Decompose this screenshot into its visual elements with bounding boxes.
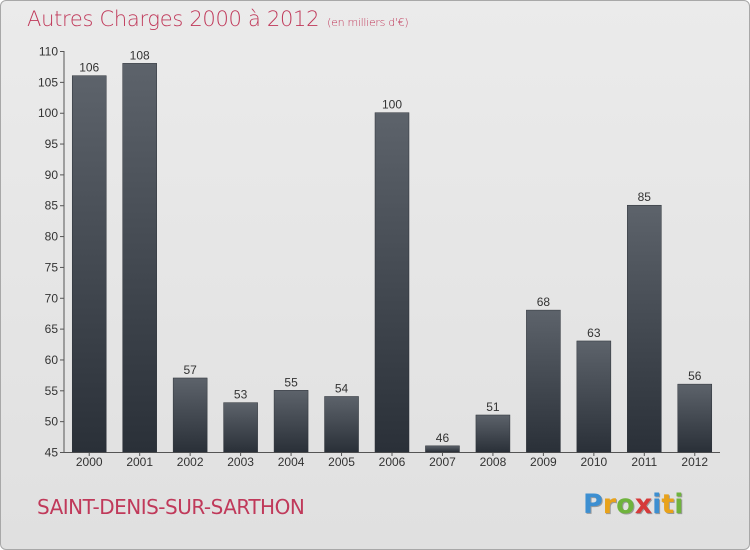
- y-tick-label: 80: [45, 230, 59, 244]
- x-tick-label: 2000: [76, 455, 103, 469]
- chart-subtitle: (en milliers d'€): [327, 16, 409, 29]
- bar-2009: [526, 309, 561, 453]
- x-tick-label: 2011: [631, 455, 657, 469]
- bar-value-label: 57: [183, 363, 197, 377]
- bar-value-label: 56: [688, 369, 702, 383]
- chart-title: Autres Charges 2000 à 2012 (en milliers d…: [27, 7, 409, 31]
- logo-letter: i: [674, 489, 684, 520]
- bar-2010: [576, 340, 612, 453]
- y-tick-label: 55: [45, 384, 59, 398]
- logo-letter: o: [616, 489, 635, 520]
- bar-value-label: 108: [130, 48, 150, 62]
- y-tick-label: 100: [38, 106, 58, 120]
- bar-value-label: 63: [587, 326, 601, 340]
- bar-value-label: 85: [638, 190, 652, 204]
- bar-2006: [374, 112, 410, 453]
- bar-value-label: 100: [382, 98, 402, 112]
- bar-value-label: 53: [234, 388, 248, 402]
- logo-letter: x: [634, 489, 653, 520]
- y-tick-label: 60: [45, 353, 59, 367]
- bar-value-label: 46: [436, 431, 450, 445]
- bar-2007: [425, 445, 460, 453]
- bar-2004: [273, 390, 309, 453]
- x-tick-label: 2001: [126, 455, 153, 469]
- bar-2012: [677, 383, 713, 453]
- town-name: SAINT-DENIS-SUR-SARTHON: [37, 495, 305, 519]
- x-tick-label: 2010: [580, 455, 607, 469]
- x-tick-label: 2012: [681, 455, 708, 469]
- bar-2011: [627, 204, 662, 453]
- logo-letter: i: [652, 489, 662, 520]
- logo-letter: P: [583, 489, 603, 520]
- y-tick-label: 85: [45, 199, 59, 213]
- y-tick-label: 75: [45, 260, 59, 274]
- bar-2001: [122, 63, 157, 453]
- bar-2003: [223, 402, 258, 453]
- x-tick-label: 2009: [530, 455, 557, 469]
- y-tick-label: 65: [45, 322, 59, 336]
- x-tick-label: 2004: [278, 455, 305, 469]
- x-tick-label: 2006: [379, 455, 406, 469]
- bar-value-label: 55: [284, 375, 298, 389]
- y-tick-label: 110: [39, 45, 58, 59]
- chart-bars: 106 108 57 53 55 54 100 46 51 68 63 85 56: [71, 48, 713, 453]
- y-tick-label: 50: [45, 415, 59, 429]
- bar-2002: [172, 377, 208, 453]
- bar-2000: [71, 75, 107, 453]
- chart-title-text: Autres Charges 2000 à 2012: [27, 7, 320, 31]
- y-tick-label: 70: [45, 291, 59, 305]
- logo-letter: r: [602, 489, 617, 520]
- bar-chart: 45 50 55 60 65 70 75 80 85 90 95 100 105 110 2000 2001 2…: [38, 45, 720, 469]
- bar-value-label: 106: [79, 61, 99, 75]
- x-tick-label: 2007: [429, 455, 456, 469]
- bar-value-label: 54: [335, 381, 349, 395]
- bar-value-label: 51: [486, 400, 500, 414]
- chart-axes: 45 50 55 60 65 70 75 80 85 90 95 100 105 110 2000 2001 2…: [38, 45, 720, 469]
- bar-2008: [475, 414, 511, 453]
- x-tick-label: 2003: [227, 455, 254, 469]
- proxiti-logo: Proxiti: [583, 489, 684, 520]
- bar-value-label: 68: [537, 295, 551, 309]
- x-tick-label: 2005: [328, 455, 355, 469]
- x-tick-label: 2002: [177, 455, 204, 469]
- bar-2005: [324, 396, 359, 453]
- y-tick-label: 45: [45, 446, 59, 460]
- y-tick-label: 105: [38, 75, 58, 89]
- logo-letter: t: [661, 489, 675, 520]
- y-tick-label: 90: [45, 168, 59, 182]
- y-tick-label: 95: [45, 137, 59, 151]
- x-tick-label: 2008: [480, 455, 507, 469]
